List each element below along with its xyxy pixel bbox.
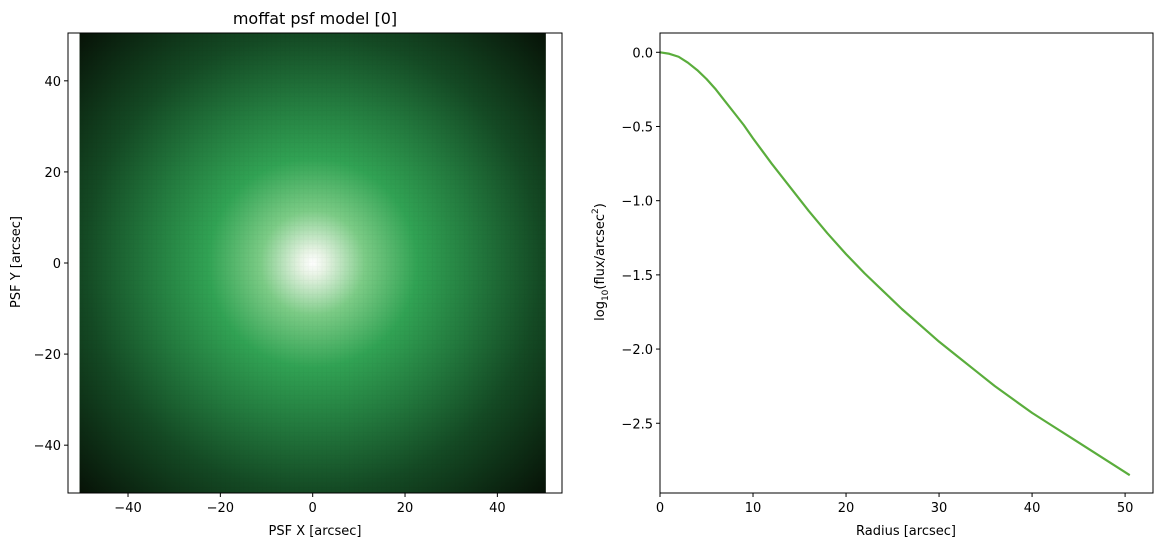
x-tick-label: −40 (114, 501, 141, 516)
radial-profile-plot-area (659, 51, 1131, 477)
x-tick-label: 20 (397, 501, 414, 516)
radial-profile-frame (659, 32, 1154, 494)
y-tick-label: −1.0 (621, 195, 653, 210)
x-tick-label: −20 (207, 501, 234, 516)
x-tick-label: 30 (931, 501, 948, 516)
radial-profile-panel: 0 10 20 30 40 50 0.0 −0.5 −1.0 −1.5 −2.0 −2.5 Radi… (591, 32, 1154, 539)
y-tick-label: −2.0 (621, 343, 653, 358)
y-tick-label: −2.5 (621, 417, 653, 432)
psf-image-ylabel: PSF Y [arcsec] (9, 216, 24, 308)
x-tick-label: 0 (309, 501, 317, 516)
x-tick-label: 40 (489, 501, 506, 516)
radial-profile-ylabel: log10(flux/arcsec2) (591, 203, 611, 321)
radial-profile-xlabel: Radius [arcsec] (856, 524, 956, 539)
psf-image-y-axis: −40 −20 0 20 40 (34, 75, 68, 454)
psf-image-x-axis: −40 −20 0 20 40 (114, 493, 506, 516)
psf-image-panel: moffat psf model [0] −40 −20 0 20 40 −40 −20 0… (9, 9, 563, 539)
x-tick-label: 20 (838, 501, 855, 516)
y-tick-label: 40 (44, 75, 61, 90)
radial-profile-y-axis: 0.0 −0.5 −1.0 −1.5 −2.0 −2.5 (621, 46, 660, 432)
y-tick-label: −40 (34, 439, 61, 454)
x-tick-label: 0 (656, 501, 664, 516)
psf-image-xlabel: PSF X [arcsec] (269, 524, 362, 539)
x-tick-label: 10 (745, 501, 762, 516)
psf-image-pixel-grid (79, 33, 546, 493)
y-tick-label: 0 (53, 257, 61, 272)
y-tick-label: 20 (44, 166, 61, 181)
x-tick-label: 50 (1117, 501, 1134, 516)
y-tick-label: 0.0 (632, 46, 653, 61)
y-tick-label: −1.5 (621, 269, 653, 284)
psf-image-title: moffat psf model [0] (233, 9, 397, 28)
radial-profile-x-axis: 0 10 20 30 40 50 (656, 493, 1134, 516)
y-tick-label: −20 (34, 348, 61, 363)
x-tick-label: 40 (1024, 501, 1041, 516)
y-tick-label: −0.5 (621, 120, 653, 135)
profile-line-series-0 (659, 51, 1131, 477)
